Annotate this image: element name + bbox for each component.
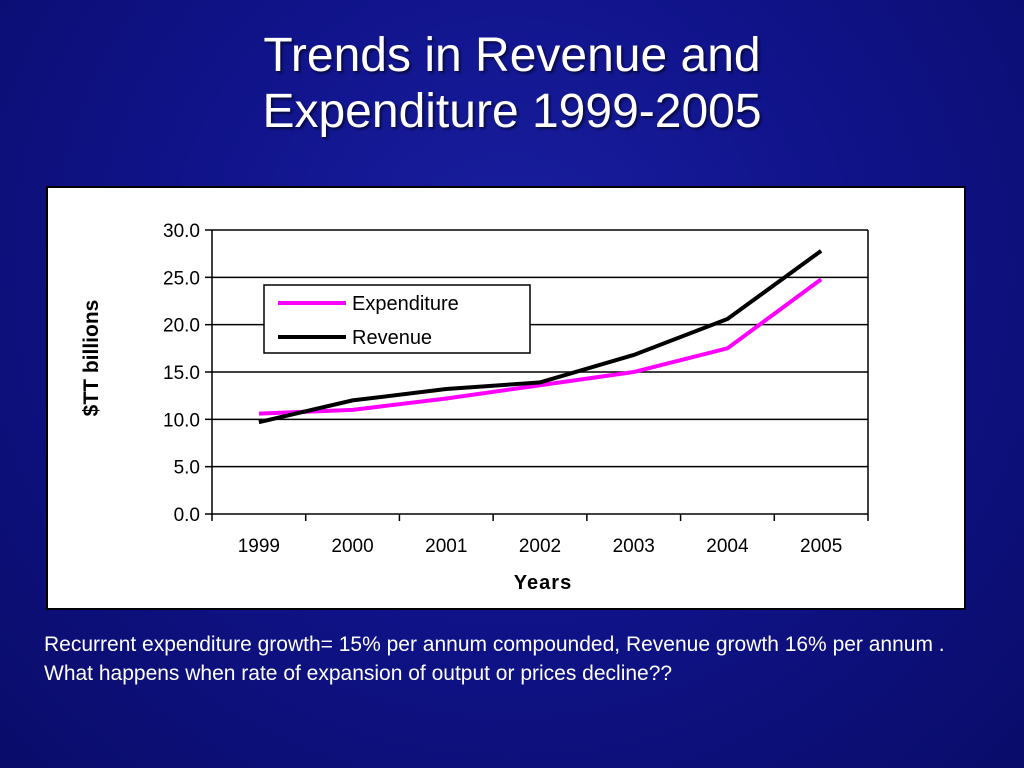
slide-title-line-2: Expenditure 1999-2005	[262, 85, 762, 138]
slide-title: Trends in Revenue and Expenditure 1999-2…	[0, 28, 1024, 140]
x-tick-label-2005: 2005	[800, 536, 842, 557]
legend-label-expenditure: Expenditure	[352, 293, 459, 315]
chart-frame: 0.0 5.0 10.0 15.0 20.0 25.0 30.0 1999 2000 2001 20…	[46, 186, 966, 610]
y-tick-label-5.0: 5.0	[174, 458, 200, 479]
y-tick-label-20.0: 20.0	[163, 316, 200, 337]
x-tick-label-1999: 1999	[238, 536, 280, 557]
caption: Recurrent expenditure growth= 15% per an…	[44, 633, 945, 685]
slide-title-line-1: Trends in Revenue and	[263, 29, 761, 82]
y-tick-label-15.0: 15.0	[163, 363, 200, 384]
y-tick-label-30.0: 30.0	[163, 221, 200, 242]
y-tick-label-10.0: 10.0	[163, 410, 200, 431]
legend: Expenditure Revenue	[263, 284, 531, 354]
legend-label-revenue: Revenue	[352, 327, 432, 349]
x-axis-label: Years	[514, 572, 572, 594]
x-tick-label-2004: 2004	[706, 536, 749, 557]
legend-box	[263, 284, 531, 354]
y-axis-label: $TT billions	[80, 300, 103, 417]
x-tick-label-2002: 2002	[519, 536, 561, 557]
line-chart: 0.0 5.0 10.0 15.0 20.0 25.0 30.0 1999 2000 2001 20…	[80, 221, 869, 594]
axes: 0.0 5.0 10.0 15.0 20.0 25.0 30.0 1999 2000 2001 20…	[163, 221, 869, 557]
series-line-revenue	[258, 249, 823, 425]
y-tick-label-25.0: 25.0	[163, 268, 200, 289]
series-line-expenditure	[258, 277, 823, 416]
series-lines	[258, 249, 823, 425]
y-tick-label-0.0: 0.0	[174, 505, 200, 526]
x-tick-label-2000: 2000	[331, 536, 373, 557]
x-tick-label-2001: 2001	[425, 536, 467, 557]
x-tick-label-2003: 2003	[613, 536, 655, 557]
